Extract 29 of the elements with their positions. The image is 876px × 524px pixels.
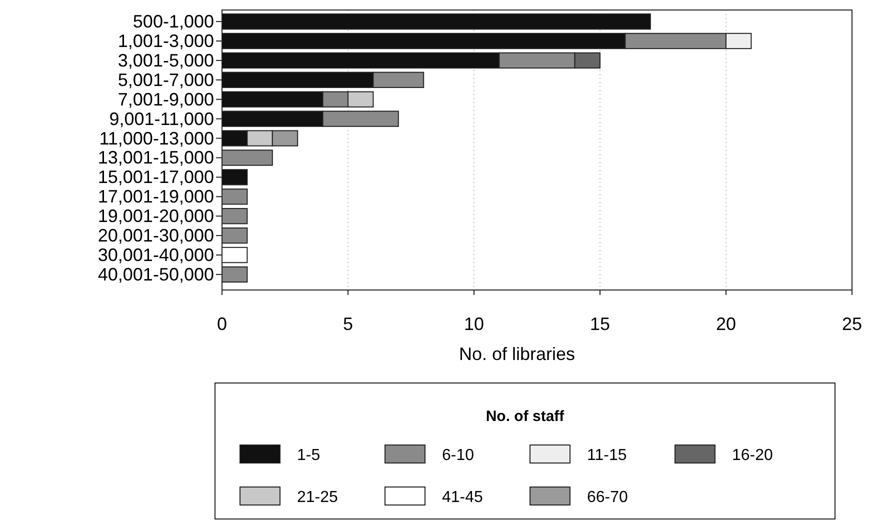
- y-tick-label: 20,001-30,000: [98, 226, 214, 246]
- legend-label: 11-15: [587, 447, 627, 464]
- legend-label: 66-70: [587, 489, 628, 506]
- y-tick-label: 40,001-50,000: [98, 264, 214, 284]
- legend-label: 41-45: [442, 489, 484, 506]
- y-tick-label: 5,001-7,000: [118, 70, 214, 90]
- y-tick-label: 3,001-5,000: [118, 50, 214, 70]
- x-tick-label: 15: [590, 314, 610, 334]
- legend-label: 16-20: [732, 447, 774, 464]
- x-tick-label: 10: [464, 314, 484, 334]
- y-tick-label: 500-1,000: [132, 12, 214, 32]
- legend-label: 21-25: [297, 489, 338, 506]
- y-tick-label: 17,001-19,000: [98, 186, 214, 207]
- y-tick-label: 15,001-17,000: [98, 167, 214, 188]
- y-tick-label: 9,001-11,000: [109, 108, 214, 129]
- y-tick-label: 13,001-15,000: [98, 148, 214, 168]
- legend-label: 1-5: [297, 447, 320, 464]
- y-tick-label: 19,001-20,000: [98, 206, 214, 226]
- y-tick-label: 11,000-13,000: [99, 128, 214, 148]
- x-tick-label: 0: [216, 314, 228, 334]
- legend-label: 6-10: [442, 447, 474, 464]
- y-tick-label: 1,001-3,000: [118, 30, 214, 51]
- y-tick-label: 7,001-9,000: [118, 89, 214, 110]
- legend-title: No. of staff: [486, 408, 566, 425]
- x-tick-label: 5: [342, 314, 354, 334]
- x-tick-label: 25: [842, 314, 862, 334]
- x-tick-label: 20: [716, 314, 736, 334]
- x-axis-title: No. of libraries: [458, 344, 576, 364]
- y-tick-label: 30,001-40,000: [98, 245, 214, 266]
